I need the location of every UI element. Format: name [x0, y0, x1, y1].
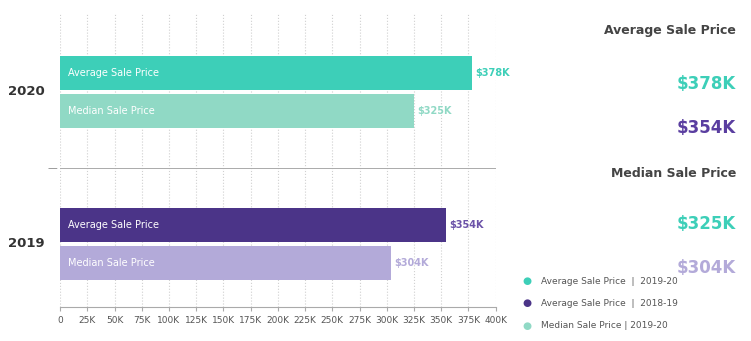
- Text: Average Sale Price: Average Sale Price: [68, 68, 158, 78]
- Text: ●: ●: [522, 321, 531, 331]
- Bar: [60, 208, 445, 241]
- Text: $304K: $304K: [394, 258, 429, 268]
- Text: ●: ●: [522, 298, 531, 309]
- Bar: [60, 56, 472, 90]
- Text: $378K: $378K: [677, 75, 736, 93]
- Text: Average Sale Price: Average Sale Price: [68, 220, 158, 230]
- Text: Average Sale Price  |  2018-19: Average Sale Price | 2018-19: [541, 299, 677, 308]
- Text: Average Sale Price: Average Sale Price: [604, 24, 736, 37]
- Text: $325K: $325K: [418, 106, 452, 116]
- Text: $354K: $354K: [449, 220, 484, 230]
- Text: Average Sale Price  |  2019-20: Average Sale Price | 2019-20: [541, 277, 677, 286]
- Text: Median Sale Price: Median Sale Price: [611, 167, 736, 180]
- Text: Median Sale Price: Median Sale Price: [68, 106, 155, 116]
- Text: $378K: $378K: [475, 68, 510, 78]
- Text: $354K: $354K: [677, 119, 736, 137]
- Text: Median Sale Price: Median Sale Price: [68, 258, 155, 268]
- Text: ●: ●: [522, 276, 531, 286]
- Text: Median Sale Price | 2019-20: Median Sale Price | 2019-20: [541, 321, 668, 330]
- Text: $325K: $325K: [677, 215, 736, 233]
- Bar: [60, 94, 414, 128]
- Text: 2019: 2019: [8, 237, 45, 250]
- Bar: [60, 246, 391, 280]
- Text: $304K: $304K: [677, 259, 736, 277]
- Text: —: —: [47, 163, 57, 173]
- Text: 2020: 2020: [8, 85, 45, 99]
